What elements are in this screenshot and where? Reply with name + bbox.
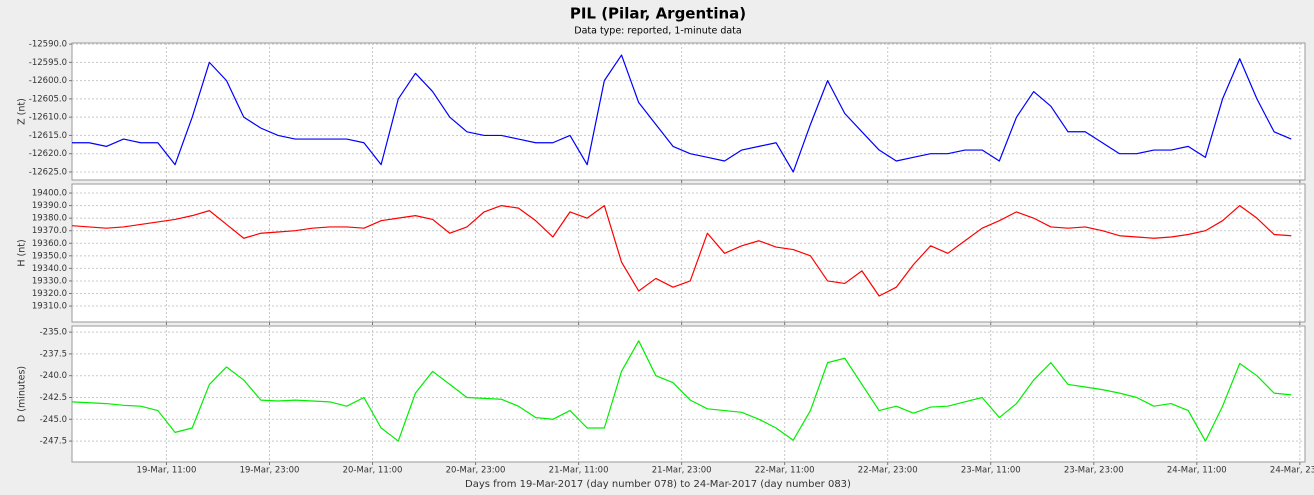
plot-area [71,183,1306,323]
chart-title: PIL (Pilar, Argentina) [570,5,746,23]
x-tick-label: 19-Mar, 11:00 [137,466,197,476]
y-tick-label: -235.0 [40,328,67,338]
y-tick-label: 19400.0 [32,189,67,199]
y-tick-label: -247.5 [40,437,67,447]
plot-area [71,325,1306,463]
y-tick-label: -12595.0 [29,58,67,68]
x-tick-label: 22-Mar, 23:00 [858,466,918,476]
y-tick-label: 19340.0 [32,264,67,274]
x-tick-label: 23-Mar, 23:00 [1064,466,1124,476]
y-tick-label: -12600.0 [29,76,67,86]
data-line [72,340,1292,442]
x-tick-label: 19-Mar, 23:00 [240,466,300,476]
y-tick-label: -237.5 [40,349,67,359]
y-axis-label: D (minutes) [17,366,28,422]
chart-subtitle: Data type: reported, 1-minute data [574,26,741,37]
y-tick-label: -12610.0 [29,113,67,123]
plot-area [71,42,1306,181]
x-tick-label: 20-Mar, 11:00 [343,466,403,476]
y-axis-label: Z (nt) [17,98,28,125]
y-tick-label: -12590.0 [29,40,67,50]
y-tick-label: 19370.0 [32,226,67,236]
data-line [72,54,1292,173]
y-tick-label: 19360.0 [32,239,67,249]
x-axis-label: Days from 19-Mar-2017 (day number 078) t… [465,479,851,490]
y-tick-label: -12615.0 [29,131,67,141]
x-tick-label: 24-Mar, 23:00 [1270,466,1314,476]
x-tick-label: 24-Mar, 11:00 [1167,466,1227,476]
y-tick-label: 19390.0 [32,201,67,211]
y-tick-label: 19320.0 [32,289,67,299]
x-tick-label: 21-Mar, 11:00 [549,466,609,476]
y-tick-label: 19330.0 [32,276,67,286]
y-tick-label: -12605.0 [29,94,67,104]
x-tick-label: 21-Mar, 23:00 [652,466,712,476]
x-tick-label: 23-Mar, 11:00 [961,466,1021,476]
y-tick-label: -242.5 [40,393,67,403]
y-tick-label: -12620.0 [29,149,67,159]
y-tick-label: 19380.0 [32,214,67,224]
y-tick-label: -240.0 [40,371,67,381]
y-axis-label: H (nt) [17,239,28,266]
data-line [72,205,1292,297]
x-tick-label: 20-Mar, 23:00 [446,466,506,476]
y-tick-label: 19310.0 [32,302,67,312]
y-tick-label: 19350.0 [32,251,67,261]
y-tick-label: -245.0 [40,415,67,425]
y-tick-label: -12625.0 [29,167,67,177]
x-tick-label: 22-Mar, 11:00 [755,466,815,476]
